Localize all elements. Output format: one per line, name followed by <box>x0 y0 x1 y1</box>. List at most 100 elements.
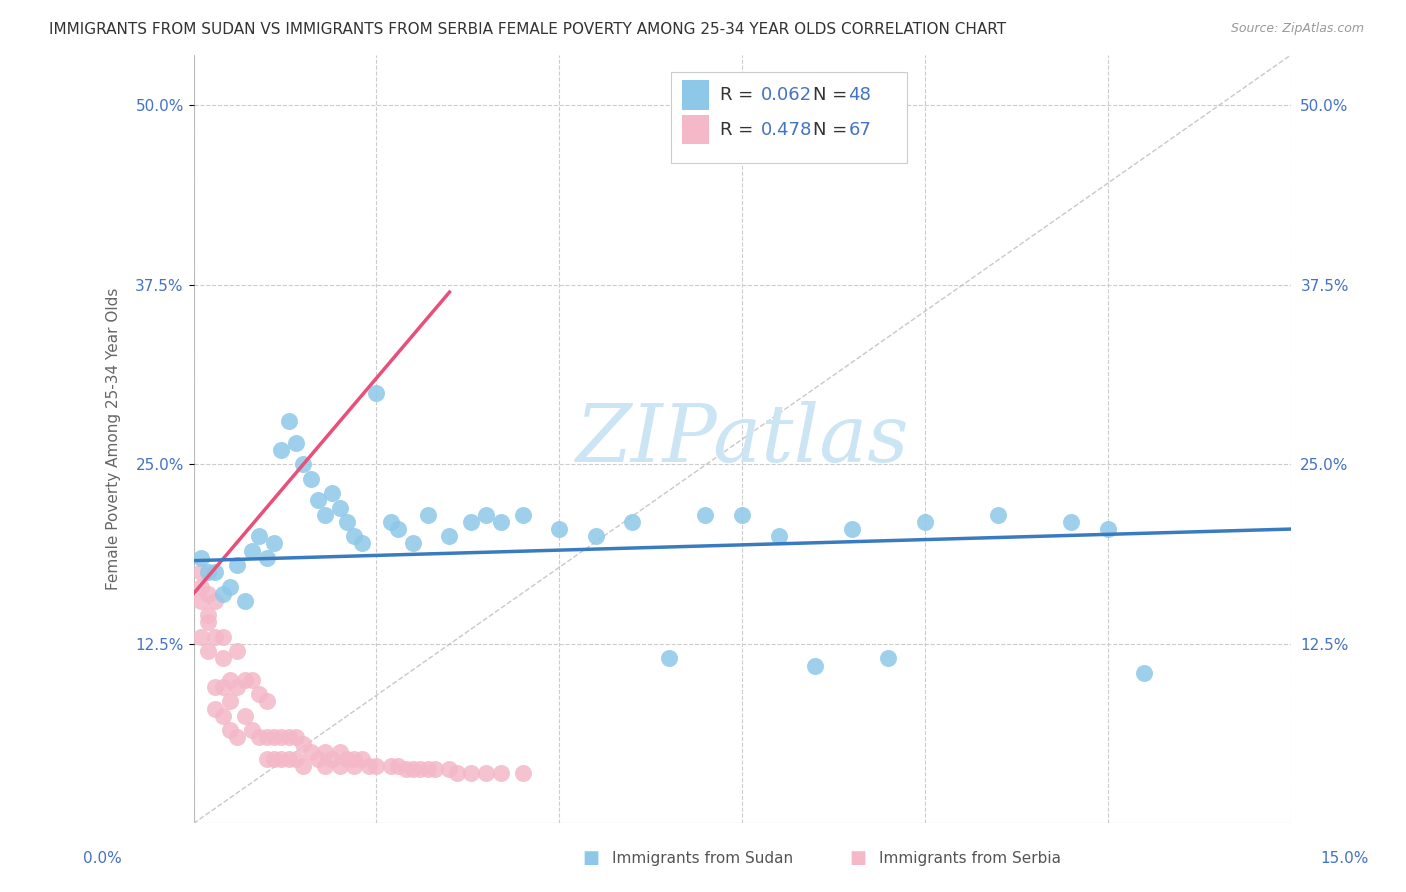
Point <box>380 759 402 773</box>
Text: 67: 67 <box>848 120 872 138</box>
Point <box>284 436 307 450</box>
Point <box>292 458 315 472</box>
Point <box>1060 515 1083 529</box>
Point <box>219 723 242 738</box>
Text: 0.0%: 0.0% <box>83 851 122 865</box>
Point <box>314 745 336 759</box>
Point <box>460 766 482 780</box>
Point <box>841 522 863 536</box>
Point <box>233 708 256 723</box>
Point <box>204 565 226 579</box>
FancyBboxPatch shape <box>671 72 907 162</box>
Point <box>240 543 263 558</box>
Point <box>277 414 299 428</box>
Point <box>329 759 352 773</box>
Point <box>329 500 352 515</box>
Point <box>460 515 482 529</box>
Point <box>731 508 754 522</box>
Text: N =: N = <box>813 87 853 104</box>
Point <box>240 673 263 687</box>
Point <box>270 752 292 766</box>
Point <box>219 673 242 687</box>
Point <box>343 759 366 773</box>
Point <box>475 508 498 522</box>
Point <box>307 752 329 766</box>
Point <box>321 486 343 500</box>
Point <box>204 630 226 644</box>
Point <box>284 752 307 766</box>
Point <box>211 708 233 723</box>
Point <box>219 694 242 708</box>
Point <box>277 752 299 766</box>
Point <box>423 762 446 776</box>
Point <box>211 680 233 694</box>
Text: ■: ■ <box>849 849 866 867</box>
Point <box>292 759 315 773</box>
Point <box>329 745 352 759</box>
Point <box>190 630 212 644</box>
FancyBboxPatch shape <box>682 115 709 145</box>
Text: Source: ZipAtlas.com: Source: ZipAtlas.com <box>1230 22 1364 36</box>
Point <box>512 766 534 780</box>
Point <box>877 651 900 665</box>
Point <box>240 723 263 738</box>
Point <box>219 580 242 594</box>
Point <box>263 731 285 745</box>
Point <box>343 529 366 543</box>
Point <box>512 508 534 522</box>
Point <box>336 515 359 529</box>
Point <box>695 508 717 522</box>
Point <box>439 529 461 543</box>
Point <box>233 673 256 687</box>
Point <box>190 550 212 565</box>
Point <box>256 731 278 745</box>
Point <box>804 658 827 673</box>
Point <box>226 680 249 694</box>
Point <box>658 651 681 665</box>
Point <box>380 515 402 529</box>
Point <box>475 766 498 780</box>
Text: Immigrants from Serbia: Immigrants from Serbia <box>879 851 1060 865</box>
Point <box>247 731 270 745</box>
Point <box>256 694 278 708</box>
Point <box>416 762 439 776</box>
Point <box>307 493 329 508</box>
Point <box>366 759 388 773</box>
Point <box>357 759 380 773</box>
Point <box>190 580 212 594</box>
Point <box>226 731 249 745</box>
Point <box>204 594 226 608</box>
Point <box>247 529 270 543</box>
Point <box>446 766 468 780</box>
Point <box>190 594 212 608</box>
Point <box>277 731 299 745</box>
Point <box>1097 522 1119 536</box>
Point <box>350 752 373 766</box>
Text: 0.062: 0.062 <box>761 87 811 104</box>
Point <box>197 608 219 623</box>
Point <box>204 680 226 694</box>
Text: ZIPatlas: ZIPatlas <box>575 401 908 478</box>
Text: IMMIGRANTS FROM SUDAN VS IMMIGRANTS FROM SERBIA FEMALE POVERTY AMONG 25-34 YEAR : IMMIGRANTS FROM SUDAN VS IMMIGRANTS FROM… <box>49 22 1007 37</box>
Point <box>416 508 439 522</box>
Point <box>585 529 607 543</box>
Point <box>1133 665 1156 680</box>
Point <box>256 550 278 565</box>
Point <box>343 752 366 766</box>
Point <box>263 536 285 550</box>
Point <box>226 644 249 658</box>
Text: R =: R = <box>720 87 759 104</box>
Point <box>247 687 270 701</box>
Point <box>197 615 219 630</box>
Point <box>284 731 307 745</box>
Point <box>409 762 432 776</box>
Point <box>402 762 425 776</box>
Point <box>914 515 936 529</box>
Point <box>987 508 1010 522</box>
FancyBboxPatch shape <box>682 80 709 110</box>
Point <box>387 759 409 773</box>
Point <box>190 565 212 579</box>
Point <box>489 766 512 780</box>
Point <box>299 472 322 486</box>
Point <box>489 515 512 529</box>
